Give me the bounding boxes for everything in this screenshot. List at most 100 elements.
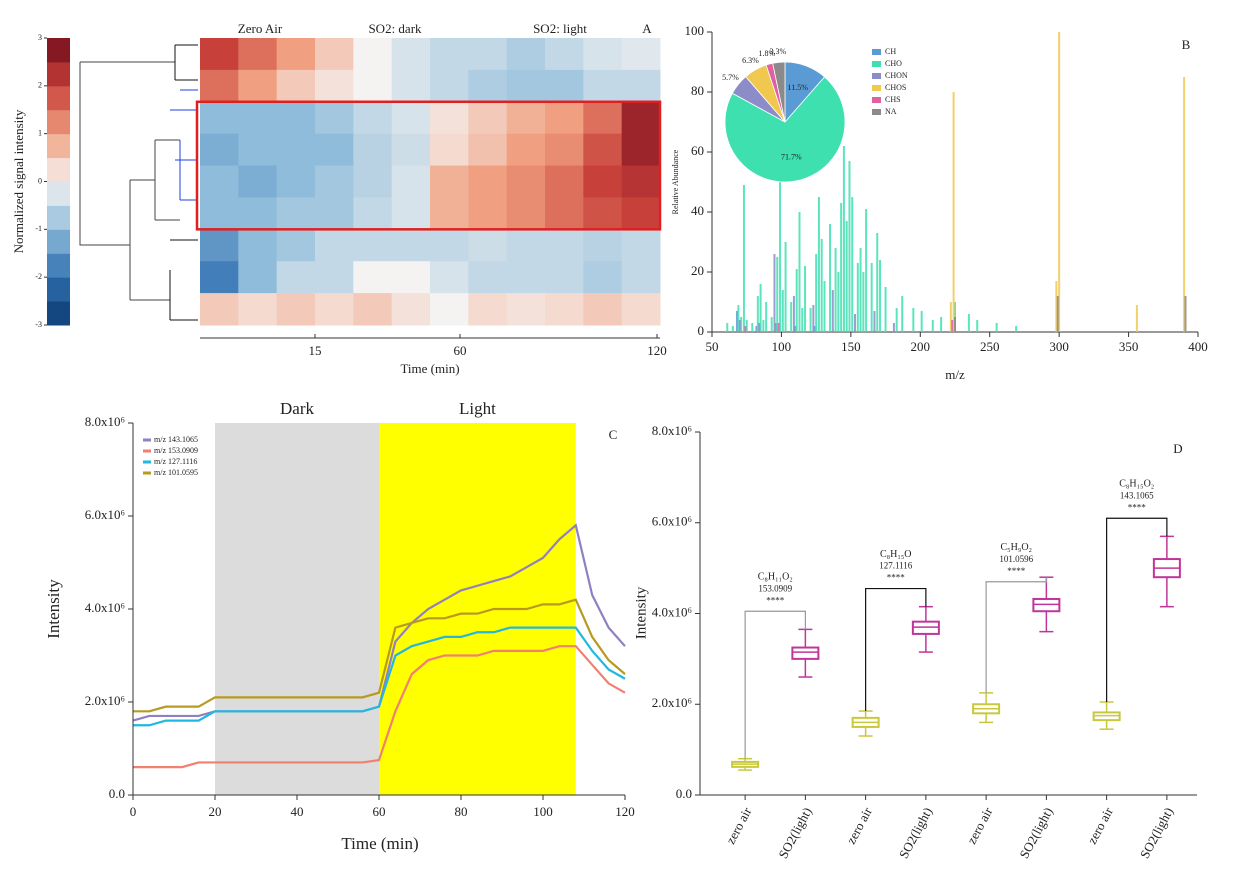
bar (954, 317, 956, 332)
x-tick-label: 300 (1049, 339, 1069, 354)
y-tick-label: 4.0x10⁶ (85, 600, 125, 615)
heatmap-cell (430, 101, 469, 135)
bar (801, 308, 804, 332)
bar (940, 317, 943, 332)
formula: C₈H₁₅O₂ (1119, 479, 1154, 490)
x-tick-label: 200 (911, 339, 931, 354)
column-label: SO2: dark (368, 21, 422, 36)
y-tick-label: 100 (685, 23, 705, 38)
heatmap-cell (315, 165, 354, 198)
x-tick-label: zero air (723, 804, 755, 846)
heatmap-cell (545, 69, 584, 103)
x-axis-title: Time (min) (341, 834, 418, 853)
legend-label: m/z 101.0595 (154, 468, 198, 477)
legend-label: m/z 153.0909 (154, 446, 198, 455)
heatmap-cell (506, 197, 546, 230)
bar (813, 326, 816, 332)
bar (777, 323, 780, 332)
bar (931, 320, 934, 332)
x-tick-label: 120 (647, 343, 667, 358)
bar (920, 311, 923, 332)
bar (840, 203, 843, 332)
y-tick-label: 0.0 (676, 786, 692, 801)
heatmap-cell (238, 38, 278, 71)
heatmap-cell (468, 293, 508, 326)
mz-label: 127.1116 (879, 561, 913, 571)
heatmap-cell (238, 133, 278, 167)
heatmap-cell (353, 69, 393, 103)
bar (912, 308, 915, 332)
heatmap-cell (430, 38, 469, 71)
heatmap-cell (238, 229, 278, 262)
heatmap-cell (583, 133, 623, 167)
bar (740, 317, 743, 332)
heatmap-cell (430, 69, 469, 103)
x-tick-label: 60 (454, 343, 467, 358)
colorbar-band (47, 157, 70, 182)
heatmap-cell (583, 101, 623, 135)
bar (1184, 296, 1187, 332)
pie-label: 5.7% (722, 73, 739, 82)
y-tick-label: 6.0x10⁶ (652, 514, 692, 529)
bar (794, 326, 797, 332)
bar (762, 320, 765, 332)
pie-label: 1.8% (758, 49, 775, 58)
colorbar-tick-label: 0 (38, 176, 42, 185)
y-axis-title: Relative Abundance (671, 149, 680, 214)
heatmap-cell (506, 229, 546, 262)
heatmap-cell (353, 229, 393, 262)
x-tick-label: 350 (1119, 339, 1139, 354)
bar (834, 248, 837, 332)
pie-label: 71.7% (781, 152, 802, 161)
bar (837, 272, 840, 332)
heatmap-cell (238, 69, 278, 103)
bar (744, 326, 747, 332)
colorbar-title: Normalized signal intensity (11, 109, 26, 253)
heatmap-cell (315, 197, 354, 230)
heatmap-cell (430, 229, 469, 262)
heatmap-cell (468, 197, 508, 230)
pie-label: 11.5% (788, 83, 809, 92)
bar (774, 323, 777, 332)
heatmap-cell (315, 293, 354, 326)
heatmap-cell (506, 38, 546, 71)
bar (870, 263, 873, 332)
x-tick-label: SO2(light) (775, 805, 814, 861)
line (133, 598, 626, 713)
significance: **** (1128, 502, 1147, 512)
x-tick-label: 120 (615, 804, 635, 819)
y-tick-label: 80 (691, 83, 704, 98)
heatmap-cell (506, 69, 546, 103)
bar (759, 284, 762, 332)
y-tick-label: 8.0x10⁶ (85, 414, 125, 429)
x-tick-label: SO2(light) (896, 805, 935, 861)
heatmap-cell (545, 101, 584, 135)
bar (829, 224, 832, 332)
heatmap-cell (353, 38, 393, 71)
heatmap-cell (583, 38, 623, 71)
bar (781, 290, 784, 332)
legend-label: CHOS (885, 83, 906, 92)
bar (751, 323, 754, 332)
formula: C₅H₉O₂ (1000, 542, 1032, 553)
x-tick-label: 15 (309, 343, 322, 358)
bar (770, 317, 773, 332)
bar (790, 302, 793, 332)
y-tick-label: 8.0x10⁶ (652, 423, 692, 438)
bar (773, 254, 776, 332)
bar (1183, 77, 1186, 332)
heatmap-cell (200, 293, 239, 326)
bar (809, 308, 812, 332)
bar (726, 323, 729, 332)
bar (765, 302, 768, 332)
bar (1058, 32, 1061, 332)
x-tick-label: 0 (130, 804, 137, 819)
colorbar-tick-label: 3 (38, 33, 42, 42)
colorbar-tick-label: 1 (38, 128, 42, 137)
heatmap-cell (506, 293, 546, 326)
span-label: Dark (280, 399, 314, 418)
heatmap-cell (430, 261, 469, 294)
bar (798, 212, 801, 332)
bar (817, 197, 820, 332)
colorbar-tick-label: -3 (35, 320, 42, 329)
